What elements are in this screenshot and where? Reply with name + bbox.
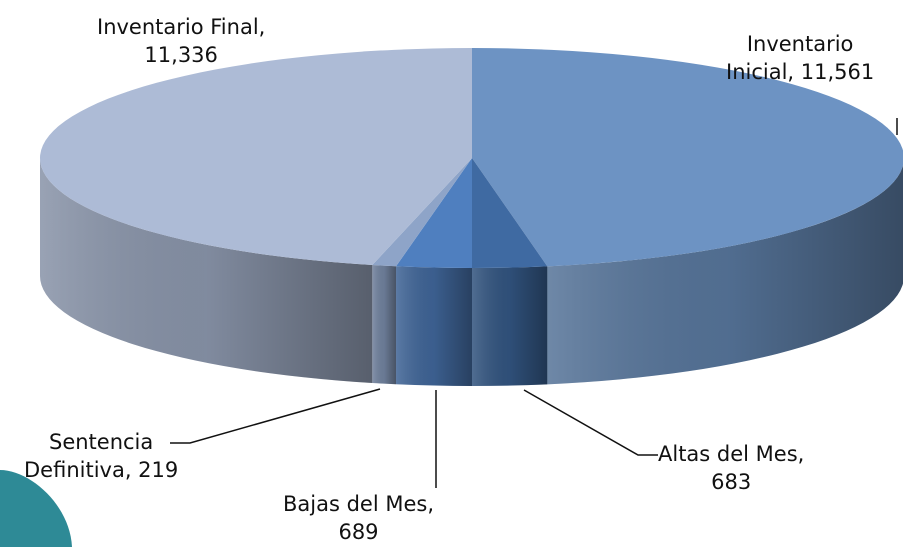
label-sentencia-definitiva: Sentencia Definitiva, 219 xyxy=(24,430,179,482)
slice-top-inventario-final xyxy=(40,48,473,266)
slice-side-shading-altas-del-mes xyxy=(472,266,548,386)
slice-top-bajas-del-mes xyxy=(396,158,472,268)
slice-side-shading-inventario-inicial xyxy=(547,165,903,385)
leader-line-sentencia-definitiva xyxy=(170,388,381,444)
slice-top-sentencia-definitiva xyxy=(372,158,472,267)
slice-side-shading-sentencia-definitiva xyxy=(372,265,397,385)
corner-decoration xyxy=(0,470,72,547)
slice-side-shading-inventario-final xyxy=(40,158,373,384)
leader-line-altas-del-mes xyxy=(523,389,658,456)
label-altas-del-mes: Altas del Mes, 683 xyxy=(658,442,805,494)
label-bajas-del-mes: Bajas del Mes, 689 xyxy=(283,492,435,544)
slice-top-altas-del-mes xyxy=(472,158,548,268)
slice-top-inventario-inicial xyxy=(472,48,903,267)
slice-side-shading-bajas-del-mes xyxy=(396,266,472,386)
label-inventario-final: Inventario Final, 11,336 xyxy=(97,15,266,67)
label-inventario-inicial: Inventario Inicial, 11,561 xyxy=(726,32,875,84)
